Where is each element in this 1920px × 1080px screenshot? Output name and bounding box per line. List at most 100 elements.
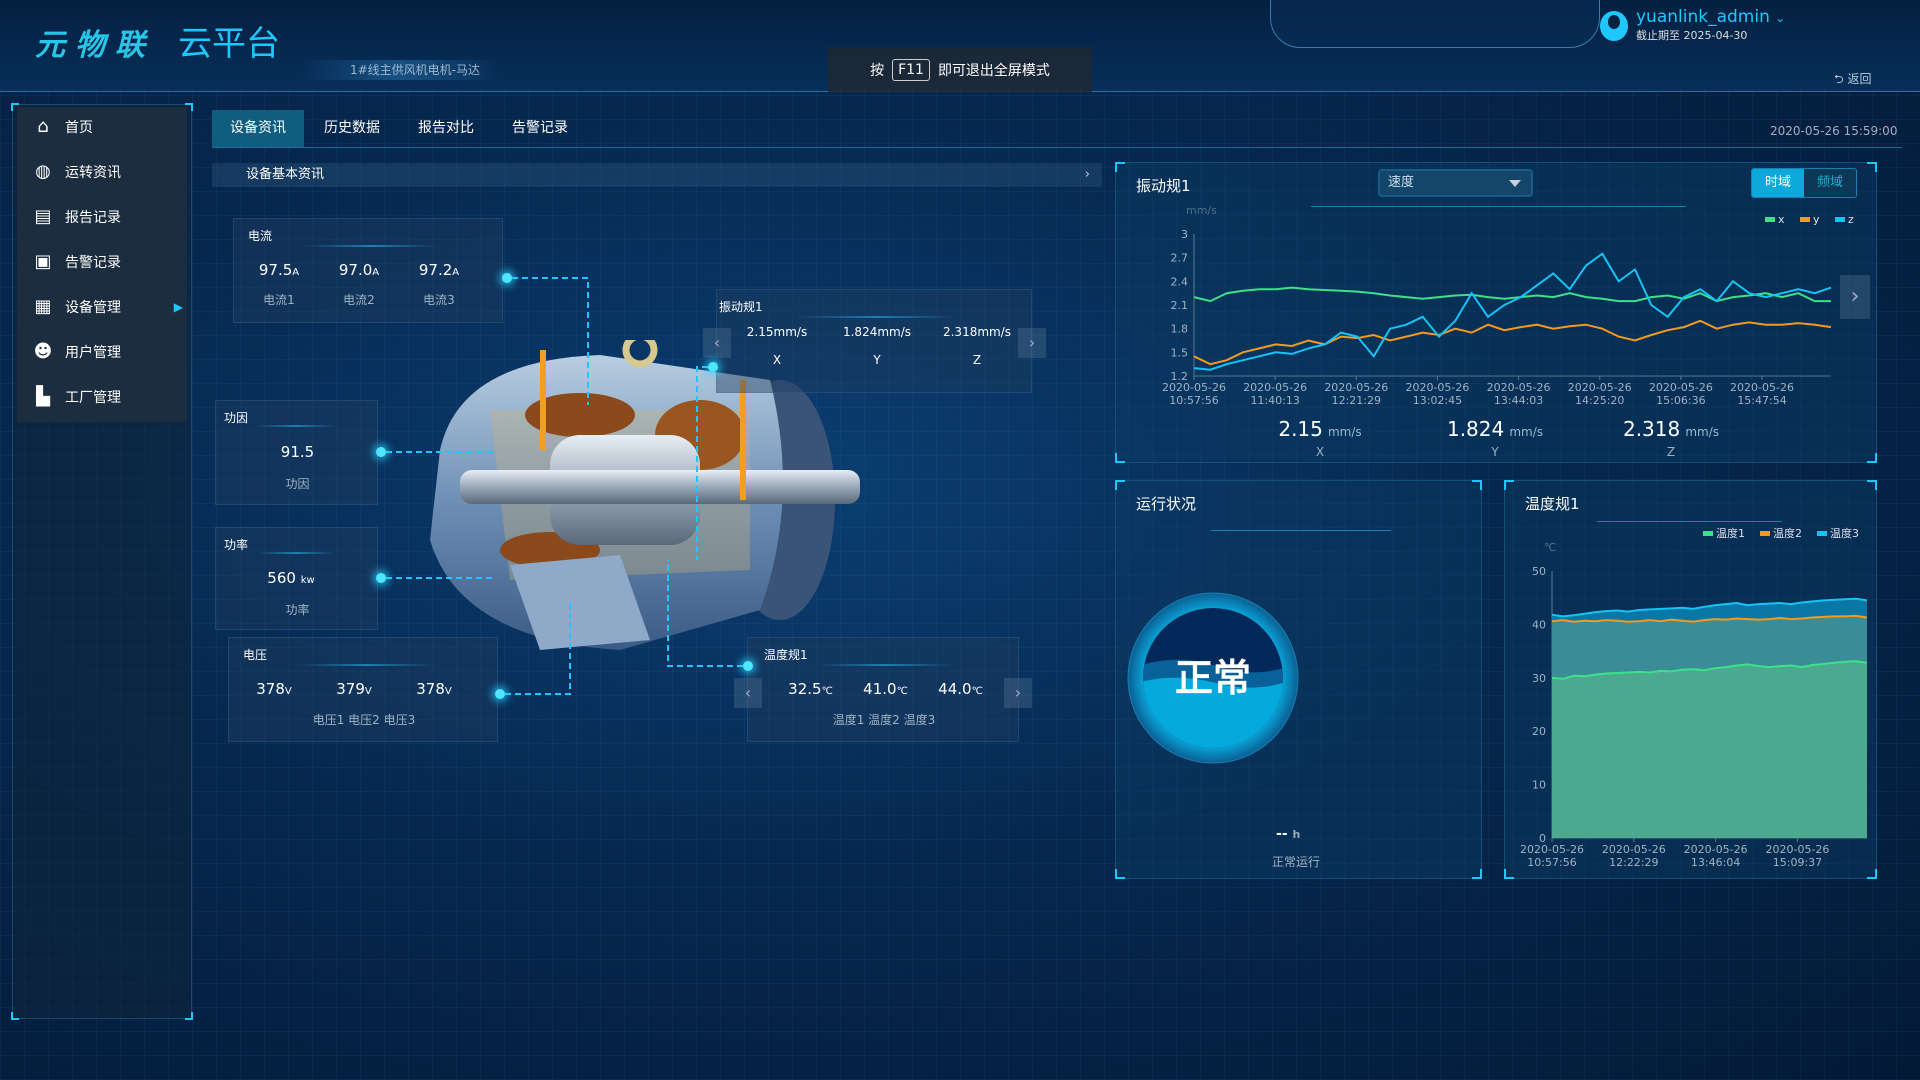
power-dot[interactable]: [376, 573, 386, 583]
x-tick-label: 12:21:29: [1332, 394, 1381, 407]
voltage-box: 电压 378V 379V 378V 电压1 电压2 电压3: [228, 637, 498, 742]
chevron-right-icon[interactable]: ›: [1084, 167, 1090, 182]
sidebar-item-home[interactable]: ⌂ 首页: [33, 115, 93, 139]
readout-y: 1.824 mm/s Y: [1446, 417, 1544, 459]
status-text: 正常: [1175, 656, 1251, 700]
legend-label-温度3: 温度3: [1830, 526, 1859, 540]
voltage-labels: 电压1 电压2 电压3: [312, 713, 416, 727]
power-factor-dot[interactable]: [376, 447, 386, 457]
temperature-panel-title: 温度规1: [1525, 495, 1580, 513]
current-time: 2020-05-26 15:59:00: [1770, 124, 1898, 138]
tab-report-compare[interactable]: 报告对比: [418, 120, 474, 136]
vibration-z-label: Z: [972, 353, 982, 367]
chevron-down-icon[interactable]: ⌄: [1775, 11, 1786, 25]
x-tick-label: 10:57:56: [1527, 856, 1576, 869]
frequency-domain-button[interactable]: 频域: [1804, 169, 1856, 197]
power-factor-value: 91.5: [280, 443, 315, 461]
y-tick-label: 0: [1539, 832, 1546, 845]
x-tick-label: 2020-05-26: [1684, 843, 1748, 856]
logo-brand: 元物联: [35, 28, 155, 63]
vibration-chart-next-button[interactable]: ›: [1840, 275, 1870, 319]
voltage-3: 378V: [416, 680, 452, 698]
current-sensor-dot[interactable]: [502, 273, 512, 283]
power-factor-title: 功因: [224, 411, 249, 425]
voltage-dot[interactable]: [495, 689, 505, 699]
lifting-eye: [622, 340, 658, 368]
y-tick-label: 2.1: [1171, 299, 1189, 312]
avatar: [1600, 10, 1628, 41]
series-line-z: [1193, 252, 1832, 371]
power-factor-label: 功因: [285, 477, 310, 491]
sidebar-item-label: 告警记录: [65, 255, 121, 271]
power-box: 功率 560 kw 功率: [215, 527, 378, 630]
x-tick-label: 11:40:13: [1250, 394, 1299, 407]
tab-history[interactable]: 历史数据: [324, 120, 380, 136]
x-tick-label: 2020-05-26: [1243, 381, 1307, 394]
sidebar-item-users[interactable]: ☻ 用户管理: [33, 340, 121, 364]
series-line-温度1: [1551, 660, 1868, 680]
temperature-prev-button[interactable]: ‹: [734, 678, 762, 708]
x-tick-label: 15:06:36: [1656, 394, 1705, 407]
x-tick-label: 13:44:03: [1494, 394, 1543, 407]
temperature-next-button[interactable]: ›: [1004, 678, 1032, 708]
temperature-2: 41.0℃: [863, 680, 908, 698]
legend-swatch-温度1: [1703, 531, 1713, 536]
vibration-next-button[interactable]: ›: [1018, 328, 1046, 358]
sidebar-item-alarms[interactable]: ▣ 告警记录: [33, 250, 121, 274]
voltage-1: 378V: [256, 680, 292, 698]
tab-alarm-records[interactable]: 告警记录: [512, 120, 568, 136]
section-header[interactable]: 设备基本资讯 ›: [212, 163, 1102, 187]
connector-lines: [386, 277, 743, 695]
sidebar: ⌂ 首页 ◍ 运转资讯 ▤ 报告记录 ▣ 告警记录 ▦ 设备管理 ▶ ☻ 用户管理 ▙ 工厂管理: [11, 103, 193, 1020]
caret-down-icon: [1509, 180, 1521, 187]
sidebar-item-label: 报告记录: [65, 210, 121, 226]
x-tick-label: 2020-05-26: [1730, 381, 1794, 394]
undo-arrow-icon: ⮌: [1834, 72, 1844, 86]
sidebar-item-devices[interactable]: ▦ 设备管理 ▶: [33, 295, 183, 319]
series-line-温度3: [1551, 597, 1868, 618]
run-hours: -- h: [1276, 826, 1301, 842]
legend-label-温度2: 温度2: [1773, 526, 1802, 540]
x-tick-label: 2020-05-26: [1405, 381, 1469, 394]
y-unit: mm/s: [1186, 204, 1217, 217]
sidebar-item-label: 工厂管理: [65, 390, 121, 406]
shaft: [460, 470, 860, 504]
sidebar-item-factory[interactable]: ▙ 工厂管理: [33, 385, 121, 409]
sidebar-item-label: 运转资讯: [65, 165, 121, 181]
temperature-box: 温度规1 32.5℃ 41.0℃ 44.0℃ 温度1 温度2 温度3: [747, 637, 1019, 742]
time-domain-button[interactable]: 时域: [1752, 169, 1804, 197]
user-menu[interactable]: yuanlink_admin ⌄ 截止期至 2025-04-30: [1600, 8, 1785, 43]
power-title: 功率: [224, 538, 249, 552]
legend-swatch-温度2: [1760, 531, 1770, 536]
sidebar-item-operation[interactable]: ◍ 运转资讯: [33, 160, 121, 184]
back-button[interactable]: ⮌ 返回: [1834, 70, 1871, 91]
winding-top: [525, 393, 635, 437]
y-unit: ℃: [1544, 541, 1556, 554]
factory-icon: ▙: [36, 386, 50, 407]
y-tick-label: 2.4: [1171, 275, 1189, 288]
y-tick-label: 1.8: [1171, 323, 1189, 336]
sidebar-item-label: 设备管理: [65, 300, 121, 316]
temperature-chart: ℃010203040502020-05-2610:57:562020-05-26…: [1520, 526, 1868, 869]
f11-key: F11: [892, 58, 930, 81]
hint-prefix: 按: [870, 62, 885, 79]
temperature-sensor-dot[interactable]: [743, 661, 753, 671]
vibration-y-value: 1.824mm/s: [842, 325, 912, 339]
legend-label-温度1: 温度1: [1716, 526, 1745, 540]
y-tick-label: 40: [1532, 618, 1546, 631]
vibration-prev-button[interactable]: ‹: [703, 328, 731, 358]
legend-label-y: y: [1813, 213, 1820, 226]
status-panel-title: 运行状况: [1136, 495, 1197, 513]
tab-device-info[interactable]: 设备资讯: [212, 110, 304, 147]
vibration-sensor-dot[interactable]: [708, 362, 718, 372]
x-tick-label: 15:47:54: [1737, 394, 1786, 407]
temperature-3: 44.0℃: [938, 680, 983, 698]
y-tick-label: 30: [1532, 672, 1546, 685]
y-tick-label: 1.2: [1171, 370, 1189, 383]
vibration-box: 振动规1 2.15mm/s 1.824mm/s 2.318mm/s X Y Z: [716, 289, 1032, 393]
status-panel: 运行状况 正常 -- h 正常运行: [1115, 480, 1482, 879]
measure-select[interactable]: 速度: [1378, 169, 1533, 197]
current-2: 97.0A: [338, 261, 380, 279]
sidebar-item-reports[interactable]: ▤ 报告记录: [33, 205, 121, 229]
y-tick-label: 10: [1532, 779, 1546, 792]
